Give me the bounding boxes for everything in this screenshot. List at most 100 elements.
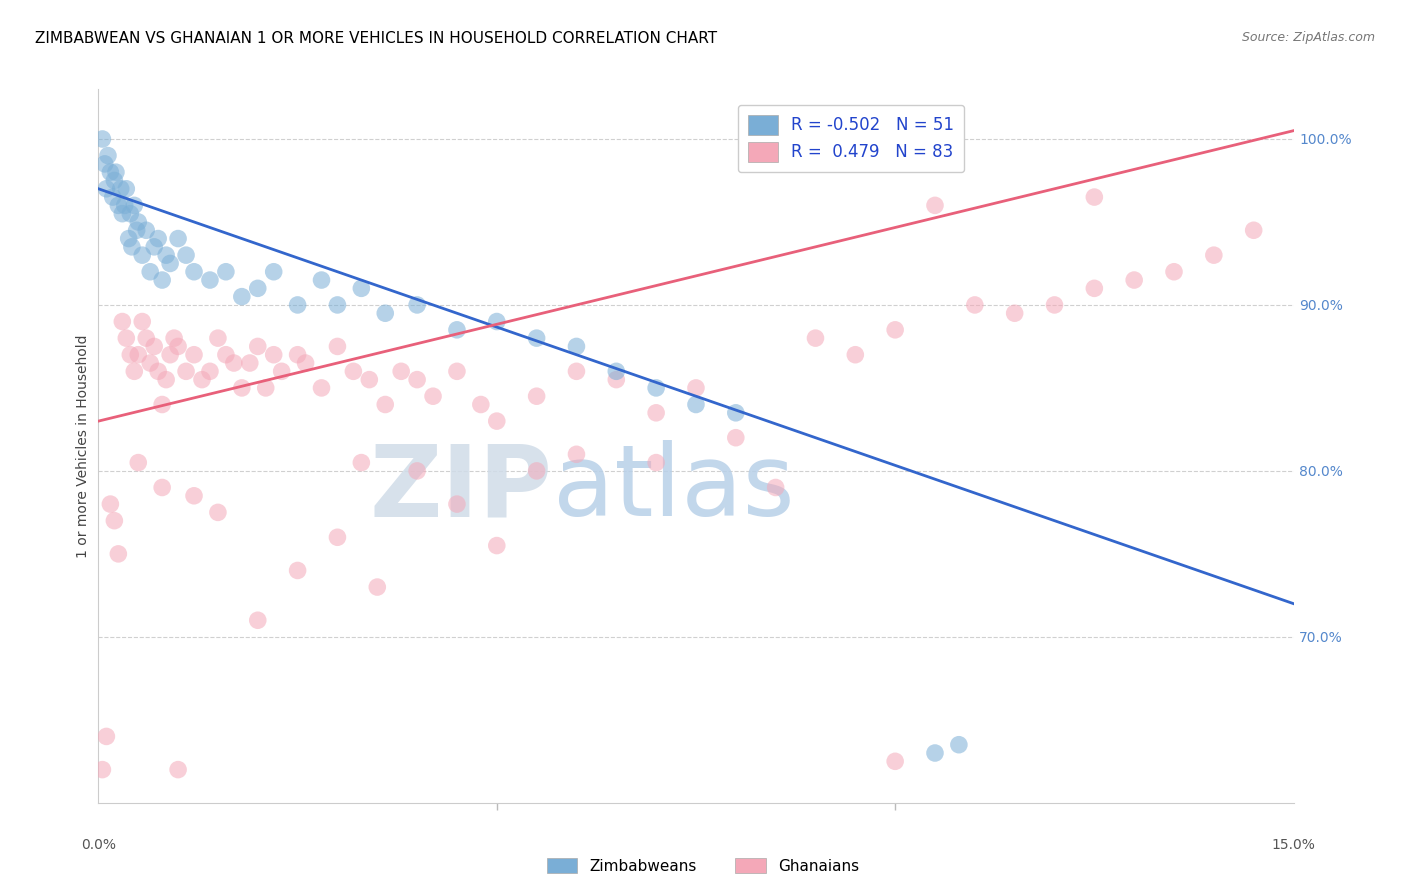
Text: atlas: atlas	[553, 441, 794, 537]
Point	[191, 373, 214, 387]
Y-axis label: 1 or more Vehicles in Household: 1 or more Vehicles in Household	[76, 334, 90, 558]
Point	[884, 323, 907, 337]
Point	[207, 331, 229, 345]
Point	[804, 331, 827, 345]
Point	[163, 331, 186, 345]
Point	[350, 281, 373, 295]
Point	[120, 348, 142, 362]
Point	[135, 331, 157, 345]
Point	[103, 173, 125, 187]
Point	[366, 580, 388, 594]
Point	[91, 132, 114, 146]
Point	[605, 364, 627, 378]
Point	[94, 157, 117, 171]
Point	[231, 381, 253, 395]
Point	[565, 339, 588, 353]
Point	[446, 323, 468, 337]
Point	[103, 514, 125, 528]
Point	[485, 414, 508, 428]
Point	[446, 497, 468, 511]
Point	[605, 373, 627, 387]
Point	[724, 431, 747, 445]
Legend: Zimbabweans, Ghanaians: Zimbabweans, Ghanaians	[541, 852, 865, 880]
Point	[470, 397, 492, 411]
Point	[159, 256, 181, 270]
Point	[222, 356, 245, 370]
Point	[526, 389, 548, 403]
Point	[143, 339, 166, 353]
Point	[167, 339, 190, 353]
Point	[374, 397, 396, 411]
Point	[97, 148, 120, 162]
Point	[389, 364, 412, 378]
Point	[1083, 190, 1105, 204]
Point	[150, 397, 173, 411]
Point	[254, 381, 277, 395]
Point	[246, 339, 269, 353]
Point	[263, 265, 285, 279]
Point	[150, 481, 173, 495]
Point	[148, 364, 170, 378]
Point	[124, 364, 146, 378]
Point	[884, 754, 907, 768]
Point	[139, 356, 162, 370]
Point	[246, 281, 269, 295]
Point	[263, 348, 285, 362]
Point	[1163, 265, 1185, 279]
Point	[342, 364, 364, 378]
Point	[685, 397, 707, 411]
Point	[924, 746, 946, 760]
Point	[645, 381, 668, 395]
Text: 0.0%: 0.0%	[82, 838, 115, 853]
Point	[110, 182, 132, 196]
Point	[96, 730, 118, 744]
Point	[526, 464, 548, 478]
Point	[685, 381, 707, 395]
Point	[107, 198, 129, 212]
Point	[374, 306, 396, 320]
Point	[114, 198, 136, 212]
Point	[183, 265, 205, 279]
Point	[111, 314, 134, 328]
Point	[215, 265, 238, 279]
Point	[326, 339, 349, 353]
Point	[326, 530, 349, 544]
Point	[91, 763, 114, 777]
Point	[124, 198, 146, 212]
Point	[231, 290, 253, 304]
Point	[485, 314, 508, 328]
Point	[121, 240, 143, 254]
Point	[207, 505, 229, 519]
Point	[645, 456, 668, 470]
Point	[350, 456, 373, 470]
Point	[167, 231, 190, 245]
Point	[406, 298, 429, 312]
Point	[239, 356, 262, 370]
Point	[406, 373, 429, 387]
Point	[287, 564, 309, 578]
Point	[246, 613, 269, 627]
Point	[446, 364, 468, 378]
Point	[270, 364, 292, 378]
Point	[326, 298, 349, 312]
Point	[135, 223, 157, 237]
Point	[215, 348, 238, 362]
Point	[645, 406, 668, 420]
Point	[150, 273, 173, 287]
Point	[1004, 306, 1026, 320]
Point	[565, 447, 588, 461]
Point	[131, 248, 153, 262]
Text: 15.0%: 15.0%	[1271, 838, 1316, 853]
Point	[183, 489, 205, 503]
Point	[148, 231, 170, 245]
Point	[174, 364, 197, 378]
Point	[1083, 281, 1105, 295]
Point	[565, 364, 588, 378]
Point	[101, 190, 124, 204]
Point	[98, 497, 122, 511]
Point	[127, 456, 149, 470]
Point	[131, 314, 153, 328]
Point	[98, 165, 122, 179]
Point	[159, 348, 181, 362]
Point	[526, 331, 548, 345]
